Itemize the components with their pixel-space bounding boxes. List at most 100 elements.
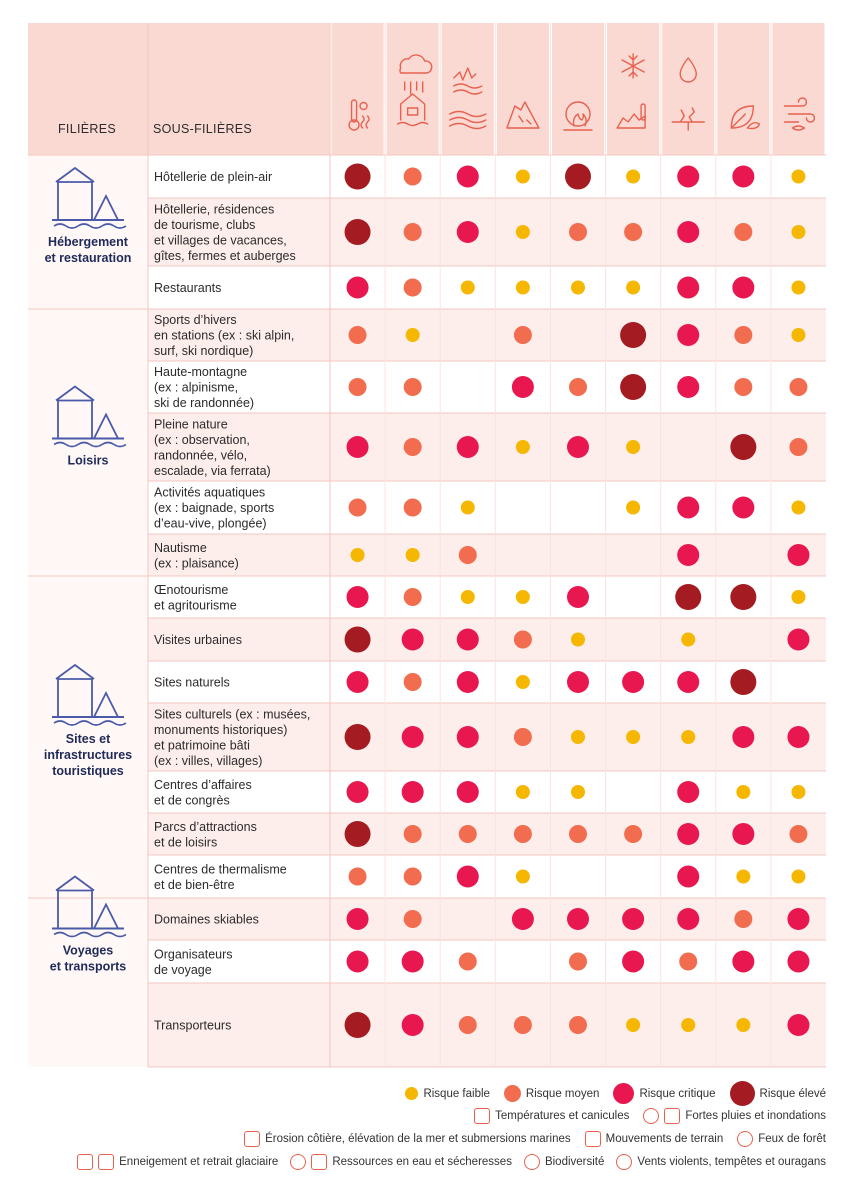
- sous-filiere-label: et de congrès: [154, 793, 230, 807]
- risk-eleve-dot: [344, 163, 371, 190]
- legend-hazard-terrain: Mouvements de terrain: [584, 1131, 723, 1147]
- risk-critique-dot: [732, 950, 755, 973]
- risk-moyen-dot: [789, 378, 808, 396]
- risk-moyen-dot: [348, 867, 367, 886]
- sous-filiere-label: d’eau-vive, plongée): [154, 517, 267, 531]
- hotel-camping-icon: [52, 166, 127, 229]
- table-row-background: [148, 703, 826, 771]
- risk-critique-dot: [677, 276, 700, 299]
- mountain-snorkel-bike-icon: [52, 663, 127, 726]
- leaf-biodiversity-icon: [730, 105, 761, 130]
- filiere-label: Sites et: [66, 732, 111, 746]
- cracked-earth-icon: [311, 1154, 328, 1170]
- risk-critique-dot: [732, 823, 755, 845]
- risk-moyen-dot: [458, 952, 477, 971]
- risk-eleve-dot: [729, 1081, 755, 1106]
- forest-fire-icon: [563, 101, 593, 131]
- ferris-wheel-mountains-icon: [52, 385, 127, 448]
- risk-faible-dot: [626, 280, 641, 295]
- risk-moyen-dot: [569, 378, 587, 396]
- risk-faible-dot: [791, 280, 806, 295]
- coastal-erosion-waves-icon-stroke: [453, 67, 483, 95]
- sous-filiere-label: Domaines skiables: [154, 913, 259, 927]
- risk-eleve-dot: [730, 434, 757, 460]
- filieres-header: FILIÈRES: [58, 121, 116, 136]
- filiere-label: Hébergement: [48, 235, 129, 249]
- legend-hazard-label: Érosion côtière, élévation de la mer et …: [265, 1133, 571, 1145]
- legend-hazards-row-1: Températures et canicules Fortes pluies …: [474, 1108, 826, 1124]
- risk-critique-dot: [677, 781, 700, 803]
- rain-cloud-flooded-house-icon-stroke: [399, 54, 433, 74]
- ferris-wheel-mountains-icon-stroke: [93, 412, 119, 439]
- landslide-icon-stroke: [506, 101, 540, 129]
- risk-faible-dot: [791, 328, 806, 342]
- table-row-background: [148, 855, 826, 898]
- sous-filiere-label: Pleine nature: [154, 417, 228, 431]
- risk-faible-dot: [736, 1018, 751, 1032]
- legend-hazard-biodiversite: Biodiversité: [523, 1154, 604, 1170]
- legend-hazard-label: Ressources en eau et sécheresses: [332, 1156, 512, 1168]
- flooded-house-icon: [664, 1108, 681, 1124]
- risk-faible-dot: [736, 869, 751, 884]
- ferris-wheel-mountains-icon-stroke: [57, 399, 93, 439]
- table-row-background: [148, 413, 826, 481]
- hazard-header-cell: [607, 23, 660, 155]
- risk-critique-dot: [732, 726, 755, 748]
- mountain-snorkel-bike-icon-stroke: [57, 678, 93, 717]
- risk-faible-dot: [571, 730, 585, 744]
- sous-filiere-label: et agritourisme: [154, 598, 237, 612]
- risk-critique-dot: [401, 726, 424, 748]
- forest-fire-icon-stroke: [572, 113, 587, 127]
- risk-faible-dot: [681, 632, 696, 647]
- risk-critique-dot: [456, 221, 479, 243]
- legend-hazard-erosion: Érosion côtière, élévation de la mer et …: [244, 1131, 571, 1147]
- snowflake-icon: [77, 1154, 94, 1170]
- table-row-background: [148, 813, 826, 855]
- water-drop-cracked-earth-icon-stroke: [679, 57, 697, 83]
- sous-filiere-label: Transporteurs: [154, 1019, 231, 1033]
- risk-critique-dot: [456, 671, 479, 693]
- risk-moyen-dot: [513, 630, 532, 649]
- risk-moyen-dot: [734, 223, 753, 241]
- risk-eleve-dot: [730, 669, 757, 695]
- coastal-erosion-waves-icon: [449, 67, 487, 130]
- risk-critique-dot: [677, 544, 700, 566]
- sous-filiere-label: (ex : baignade, sports: [154, 501, 274, 515]
- risk-faible-dot: [626, 500, 641, 515]
- filiere-label: Loisirs: [68, 454, 109, 468]
- hotel-camping-icon-stroke: [53, 223, 127, 229]
- risk-moyen-dot: [569, 825, 587, 843]
- sous-filiere-label: monuments historiques): [154, 723, 287, 737]
- risk-critique-dot: [622, 671, 645, 693]
- table-row-background: [148, 898, 826, 940]
- legend-hazards-row-2: Érosion côtière, élévation de la mer et …: [244, 1131, 826, 1147]
- risk-critique-dot: [613, 1083, 635, 1104]
- train-luggage-icon: [52, 875, 127, 938]
- risk-faible-dot: [515, 869, 530, 884]
- risk-faible-dot: [515, 225, 530, 239]
- hazard-header-cell: [441, 23, 494, 155]
- legend-level-faible: Risque faible: [405, 1087, 490, 1100]
- risk-critique-dot: [677, 221, 700, 243]
- risk-moyen-dot: [624, 825, 643, 843]
- risk-moyen-dot: [403, 223, 422, 241]
- risk-eleve-dot: [730, 584, 757, 610]
- risk-moyen-dot: [789, 438, 808, 456]
- legend-level-label: Risque critique: [639, 1087, 716, 1100]
- risk-critique-dot: [787, 726, 810, 748]
- hotel-camping-icon-stroke: [93, 193, 119, 221]
- risk-faible-dot: [681, 1018, 696, 1032]
- risk-moyen-dot: [513, 825, 532, 843]
- risk-faible-dot: [460, 500, 475, 515]
- train-luggage-icon-stroke: [55, 875, 95, 892]
- sous-filiere-label: Nautisme: [154, 541, 207, 555]
- risk-faible-dot: [515, 169, 530, 184]
- sous-filiere-label: Sports d’hivers: [154, 313, 237, 327]
- risk-critique-dot: [346, 671, 369, 693]
- sous-filiere-label: (ex : plaisance): [154, 556, 239, 570]
- legend-level-label: Risque moyen: [525, 1087, 600, 1100]
- mountain-snorkel-bike-icon-stroke: [53, 720, 127, 726]
- risk-critique-dot: [732, 496, 755, 519]
- sous-filiere-label: Visites urbaines: [154, 633, 242, 647]
- risk-critique-dot: [567, 908, 589, 930]
